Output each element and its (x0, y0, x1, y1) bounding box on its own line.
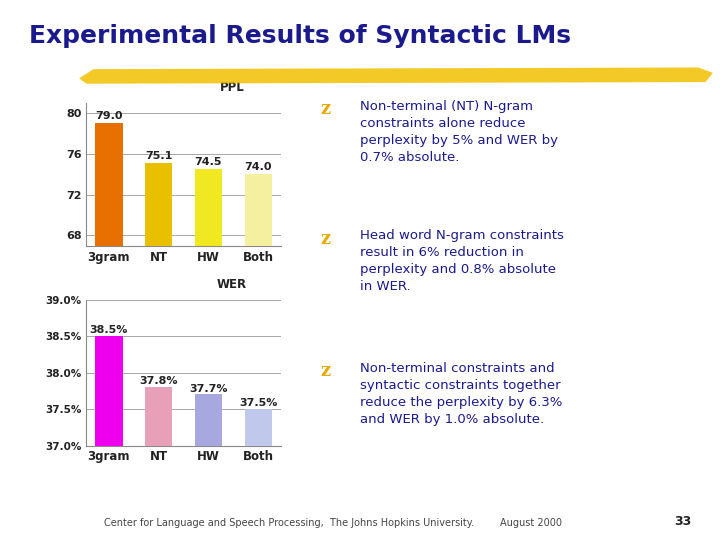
Text: 74.0: 74.0 (245, 163, 272, 172)
Text: 38.5%: 38.5% (90, 326, 128, 335)
Text: 37.7%: 37.7% (189, 384, 228, 394)
Text: Non-terminal constraints and
syntactic constraints together
reduce the perplexit: Non-terminal constraints and syntactic c… (360, 362, 562, 426)
Bar (95, 123, 122, 540)
Text: 79.0: 79.0 (95, 111, 122, 121)
Bar (195, 169, 222, 540)
Text: 33: 33 (674, 515, 691, 528)
Text: Experimental Results of Syntactic LMs: Experimental Results of Syntactic LMs (29, 24, 571, 48)
Text: z: z (320, 100, 330, 118)
Polygon shape (79, 68, 713, 84)
Text: 75.1: 75.1 (145, 151, 172, 161)
Text: z: z (320, 362, 330, 380)
Bar (145, 387, 172, 540)
Bar (245, 174, 272, 540)
Text: Center for Language and Speech Processing,  The Johns Hopkins University.: Center for Language and Speech Processin… (104, 518, 474, 528)
Text: PPL: PPL (220, 81, 245, 94)
Text: z: z (320, 230, 330, 247)
Bar (95, 336, 122, 540)
Text: Non-terminal (NT) N-gram
constraints alone reduce
perplexity by 5% and WER by
0.: Non-terminal (NT) N-gram constraints alo… (360, 100, 558, 164)
Text: Head word N-gram constraints
result in 6% reduction in
perplexity and 0.8% absol: Head word N-gram constraints result in 6… (360, 230, 564, 294)
Bar (195, 394, 222, 540)
Text: 74.5: 74.5 (194, 157, 222, 167)
Text: August 2000: August 2000 (500, 518, 562, 528)
Text: 37.5%: 37.5% (239, 399, 277, 408)
Bar (145, 163, 172, 540)
Bar (245, 409, 272, 540)
Text: 37.8%: 37.8% (140, 376, 178, 387)
Text: WER: WER (217, 278, 247, 291)
